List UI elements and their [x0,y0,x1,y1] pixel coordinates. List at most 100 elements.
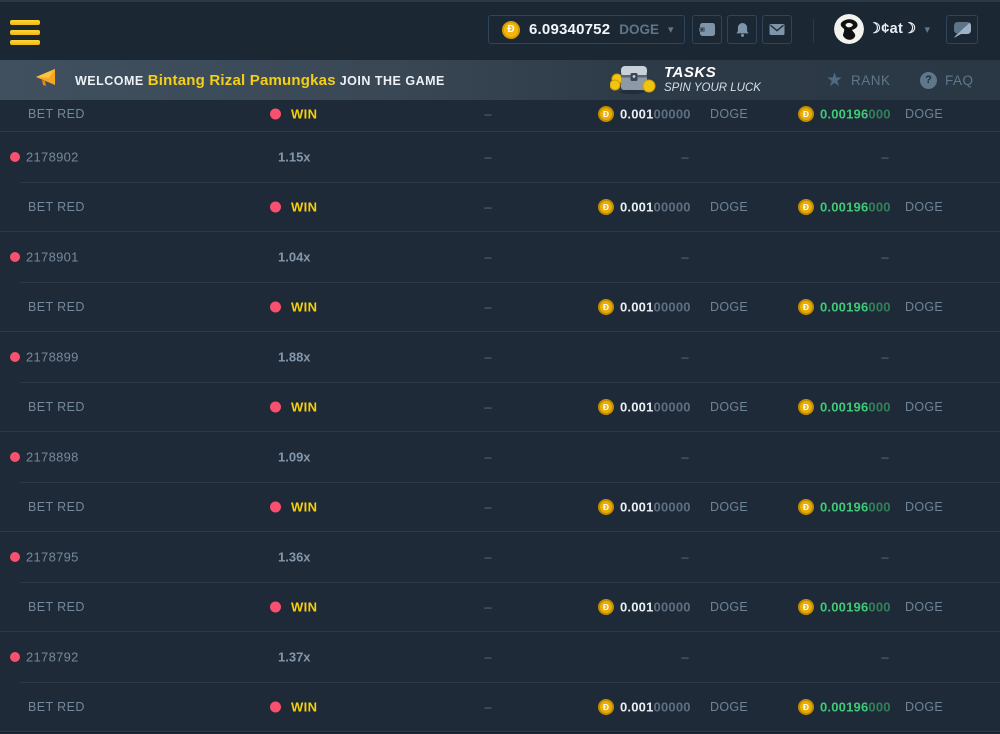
wager-main: 0.001 [620,106,654,122]
wager-amount: 0.00100000 [620,699,691,714]
balance-selector[interactable]: Đ 6.09340752 DOGE ▾ [488,15,685,44]
red-dot-icon [270,501,281,512]
wager-currency: DOGE [710,699,749,714]
doge-coin-icon: Đ [598,198,614,215]
payout-suffix: 000 [868,399,891,414]
bet-summary-row[interactable]: 2178795 1.36x – – – [0,532,1000,582]
bet-type-label: BET RED [28,199,85,214]
payout-amount: 0.00196000 [820,499,891,514]
payout-amount: 0.00196000 [820,299,891,314]
payout-amount: 0.00196000 [820,699,891,714]
envelope-icon [769,23,785,36]
bell-icon [735,22,750,38]
wallet-icon [698,22,716,37]
page-bottom-edge [0,732,1000,733]
win-badge: WIN [291,399,318,414]
bet-summary-row[interactable]: 2178899 1.88x – – – [0,332,1000,382]
user-menu[interactable]: ☽¢at☽ ▾ [868,14,930,44]
question-mark-icon: ? [920,71,937,89]
bet-groups: 2178902 1.15x – – – BET RED WIN – Đ 0.00… [0,132,1000,732]
wager-amount: 0.00100000 [620,299,691,314]
empty-value: – [881,449,889,465]
faq-link[interactable]: ? FAQ [920,60,974,100]
empty-value: – [484,149,492,165]
bet-detail-row: BET RED WIN – Đ 0.00100000 DOGE Đ 0.0019… [0,482,1000,531]
red-dot-icon [10,652,20,662]
empty-value: – [881,649,889,665]
wager-currency: DOGE [710,299,749,314]
wager-suffix: 00000 [653,199,691,214]
doge-coin-icon: Đ [598,598,614,615]
win-badge: WIN [291,699,318,714]
bet-id: 2178901 [26,249,79,265]
bet-type-label: BET RED [28,599,85,614]
bet-detail-row: BET RED WIN – Đ 0.00100000 DOGE Đ 0.0019… [0,382,1000,431]
wager-suffix: 00000 [653,499,691,514]
wager-main: 0.001 [620,599,654,614]
empty-value: – [681,149,689,165]
win-badge: WIN [291,499,318,514]
bet-summary-row[interactable]: 2178792 1.37x – – – [0,632,1000,682]
welcome-label: WELCOME [75,73,144,88]
empty-value: – [484,649,492,665]
chat-toggle-button[interactable] [946,15,978,44]
win-badge: WIN [291,199,318,214]
empty-value: – [484,699,492,714]
notifications-button[interactable] [727,15,757,44]
payout-amount: 0.00196000 [820,106,891,121]
wager-suffix: 00000 [653,106,691,122]
red-dot-icon [270,201,281,212]
red-dot-icon [270,108,281,120]
bet-type-label: BET RED [28,499,85,514]
topbar-divider [813,19,814,43]
red-dot-icon [10,252,20,262]
empty-value: – [484,449,492,465]
bet-multiplier: 1.88x [278,349,311,365]
bet-multiplier: 1.04x [278,249,311,265]
bet-type-label: BET RED [28,106,85,121]
menu-hamburger-icon[interactable] [10,20,40,49]
doge-coin-icon: Đ [598,698,614,715]
chevron-down-icon: ▾ [924,23,930,36]
doge-coin-icon: Đ [598,498,614,515]
wager-main: 0.001 [620,399,654,414]
rank-link[interactable]: ★ RANK [826,60,891,100]
bet-detail-row: BET RED WIN – Đ 0.00100000 DOGE Đ 0.0019… [0,582,1000,631]
messages-button[interactable] [762,15,792,44]
payout-main: 0.00196 [820,399,869,414]
bet-id: 2178902 [26,149,79,165]
bet-group: 2178898 1.09x – – – BET RED WIN – Đ 0.00… [0,432,1000,532]
payout-main: 0.00196 [820,199,869,214]
red-dot-icon [270,601,281,612]
payout-main: 0.00196 [820,499,869,514]
payout-currency: DOGE [905,699,944,714]
wager-amount: 0.00100000 [620,599,691,614]
empty-value: – [881,249,889,265]
red-dot-icon [10,352,20,362]
empty-value: – [484,599,492,614]
red-dot-icon [270,301,281,312]
star-icon: ★ [826,69,844,91]
avatar[interactable] [834,14,864,44]
bet-group: 2178795 1.36x – – – BET RED WIN – Đ 0.00… [0,532,1000,632]
welcome-message: WELCOME Bintang Rizal Pamungkas JOIN THE… [75,72,445,89]
wager-currency: DOGE [710,106,749,121]
tasks-link[interactable]: TASKS SPIN YOUR LUCK [609,60,761,100]
wallet-button[interactable] [692,15,722,44]
doge-coin-icon: Đ [798,198,814,215]
bet-summary-row[interactable]: 2178898 1.09x – – – [0,432,1000,482]
bet-type-label: BET RED [28,399,85,414]
treasure-chest-icon [609,62,656,99]
bet-multiplier: 1.15x [278,149,311,165]
red-dot-icon [10,152,20,162]
tasks-subtitle: SPIN YOUR LUCK [664,81,761,94]
wager-suffix: 00000 [653,699,691,714]
wager-suffix: 00000 [653,399,691,414]
megaphone-icon [34,67,57,93]
doge-coin-icon: Đ [598,105,614,122]
bet-summary-row[interactable]: 2178902 1.15x – – – [0,132,1000,182]
payout-main: 0.00196 [820,699,869,714]
bet-summary-row[interactable]: 2178901 1.04x – – – [0,232,1000,282]
bet-multiplier: 1.36x [278,549,311,565]
bet-group: 2178792 1.37x – – – BET RED WIN – Đ 0.00… [0,632,1000,732]
